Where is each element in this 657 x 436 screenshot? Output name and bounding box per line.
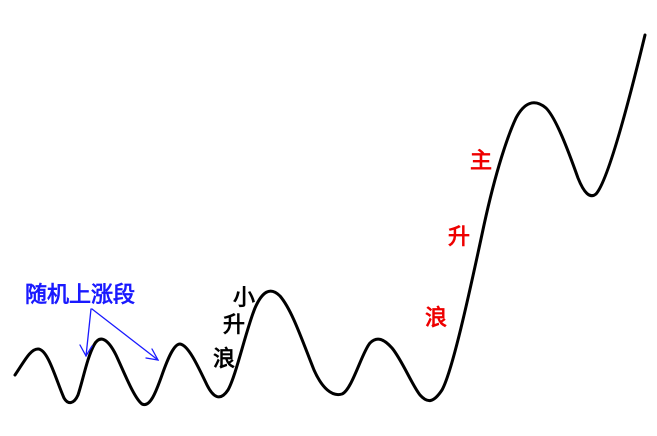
main-rise-label: 主 升 浪 bbox=[425, 149, 492, 331]
arrow-line-right bbox=[91, 308, 159, 361]
main-rise-char-1: 主 bbox=[470, 149, 492, 174]
random-rise-arrows bbox=[79, 308, 160, 361]
main-rise-char-2: 升 bbox=[448, 225, 470, 250]
arrow-head-left bbox=[79, 344, 93, 358]
main-rise-char-3: 浪 bbox=[425, 305, 447, 331]
small-rise-char-2: 升 bbox=[223, 313, 245, 338]
small-rise-char-3: 浪 bbox=[213, 346, 235, 372]
arrow-head-right bbox=[145, 348, 160, 361]
arrow-line-left bbox=[85, 308, 92, 357]
small-rise-label: 小 升 浪 bbox=[213, 286, 255, 372]
price-wave-curve bbox=[13, 33, 647, 407]
random-rise-label: 随机上涨段 bbox=[25, 282, 135, 308]
small-rise-char-1: 小 bbox=[233, 286, 255, 311]
